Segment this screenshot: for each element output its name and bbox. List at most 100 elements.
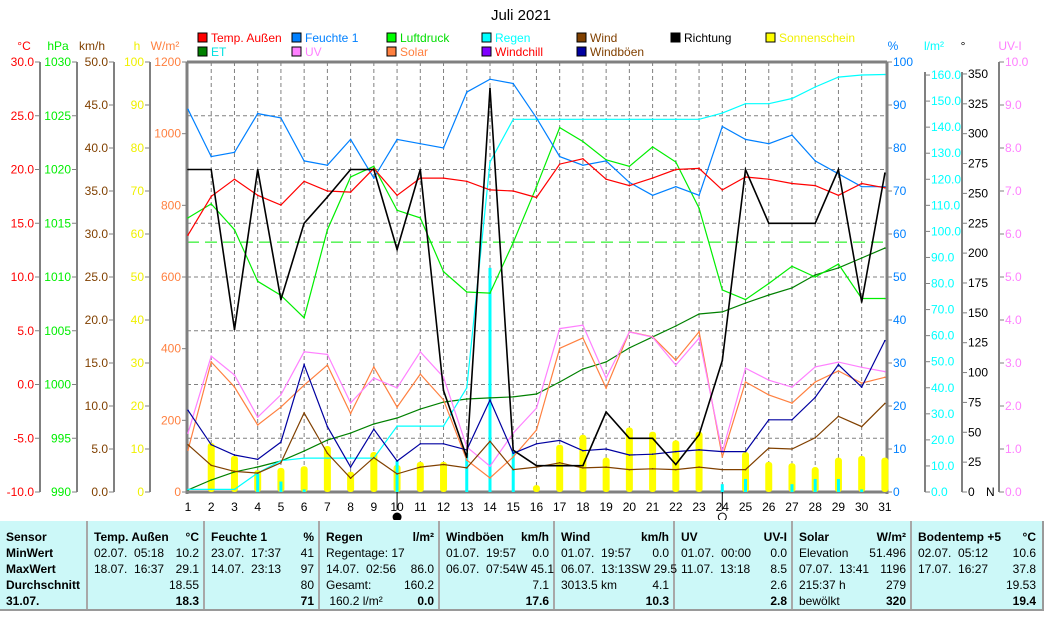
legend-label: Feuchte 1: [305, 31, 359, 45]
data-point: [558, 347, 561, 350]
data-point: [326, 364, 329, 366]
axis-unit: hPa: [47, 39, 69, 53]
data-point: [628, 184, 631, 187]
x-tick-label: 8: [347, 500, 354, 514]
stats-row: Regentage: 17: [326, 545, 434, 561]
data-point: [744, 381, 747, 383]
axis-tick-label: 990: [51, 485, 71, 499]
data-point: [256, 458, 259, 461]
stats-row: 215:37 h 279: [799, 577, 906, 593]
data-point: [373, 377, 375, 379]
sunshine-bar: [532, 485, 540, 492]
axis-tick-label: 70.0: [931, 303, 955, 317]
data-point: [558, 461, 561, 464]
data-point: [767, 282, 770, 285]
data-point: [210, 443, 213, 446]
stats-cell-value: 19.53: [1005, 578, 1036, 592]
data-point: [837, 363, 840, 366]
data-point: [442, 376, 445, 378]
axis-tick-label: 40.0: [85, 141, 109, 155]
data-point: [280, 461, 282, 464]
data-point: [605, 361, 607, 363]
data-point: [675, 468, 677, 471]
data-point: [535, 393, 538, 395]
column-name: Temp. Außen: [94, 530, 169, 544]
data-point: [628, 454, 631, 456]
data-point: [605, 411, 607, 413]
stats-row: Gesamt: 160.2: [326, 577, 434, 593]
data-point: [233, 386, 236, 388]
data-point: [233, 151, 236, 154]
data-point: [767, 394, 770, 396]
stats-cell-value: 8.5: [770, 562, 787, 576]
data-point: [791, 402, 793, 404]
data-point: [465, 398, 468, 400]
stats-cell-value: 71: [300, 594, 314, 608]
data-point: [698, 118, 700, 121]
data-point: [280, 406, 282, 408]
data-point: [373, 428, 375, 431]
sunshine-bar: [440, 461, 448, 492]
axis-tick-label: 995: [51, 431, 71, 445]
legend-item: Feuchte 1: [291, 31, 359, 45]
data-point: [628, 437, 631, 440]
stats-cell-value: 97: [300, 562, 314, 576]
stats-row: 17.6: [446, 593, 549, 609]
legend-swatch: [386, 32, 397, 43]
x-tick-label: 22: [669, 500, 683, 514]
x-tick-label: 23: [692, 500, 706, 514]
stats-row: 01.07. 19:57 0.0: [446, 545, 549, 561]
row-label: MaxWert: [6, 562, 56, 576]
data-point: [558, 126, 561, 129]
data-point: [791, 418, 793, 421]
data-point: [767, 102, 770, 105]
legend-label: ET: [211, 45, 227, 59]
data-point: [837, 415, 840, 418]
data-point: [860, 182, 863, 185]
stats-cell-label: 23.07. 17:37: [211, 546, 282, 560]
x-tick-label: 18: [576, 500, 590, 514]
stats-row: 06.07. 13:13 SW 29.5: [561, 561, 677, 577]
data-point: [837, 370, 840, 372]
axis-tick-label: 80: [893, 141, 907, 155]
axis-tick-label: 125: [968, 336, 988, 350]
stats-cell-label: 07.07. 13:41: [799, 562, 870, 576]
x-tick-label: 13: [460, 500, 474, 514]
stats-row: 71: [211, 593, 314, 609]
stats-row: 80: [211, 577, 314, 593]
data-point: [187, 449, 189, 451]
stats-cell-label: 215:37 h: [799, 578, 846, 592]
data-point: [698, 466, 700, 468]
grid: [185, 60, 889, 494]
sunshine-bar: [602, 457, 610, 492]
axis-tick-label: 50: [893, 270, 907, 284]
sunshine-bar: [300, 466, 308, 492]
data-point: [558, 464, 561, 467]
column-unit: W/m²: [876, 530, 906, 544]
axis-wind: km/h 50.0 45.0 40.0 35.0 30.0 25.0 20.0 15.0 10.0…: [79, 39, 115, 499]
data-point: [860, 257, 863, 259]
data-point: [256, 472, 259, 474]
data-point: [535, 429, 538, 431]
axis-tick-label: 0.0: [17, 378, 34, 392]
stats-row: 11.07. 13:18 8.5: [681, 561, 787, 577]
data-point: [419, 466, 422, 468]
axis-tick-label: 2.0: [1005, 399, 1022, 413]
data-point: [303, 351, 305, 353]
axis-tick-label: 70: [893, 184, 907, 198]
stats-row: 18.07. 16:37 29.1: [94, 561, 199, 577]
data-point: [303, 317, 305, 319]
data-point: [721, 125, 724, 128]
series-uv: [187, 324, 886, 468]
x-tick-label: 3: [231, 500, 238, 514]
legend-item: Richtung: [670, 31, 731, 45]
series-wind: [187, 402, 886, 480]
data-point: [814, 160, 817, 162]
axis-tick-label: 110.0: [931, 198, 960, 212]
stats-cell-value: 1196: [880, 562, 906, 576]
stats-row: 7.1: [446, 577, 549, 593]
axis-tick-label: 10.0: [1005, 55, 1029, 69]
stats-cell-label: 01.07. 19:57: [446, 546, 517, 560]
data-point: [326, 196, 329, 198]
data-point: [582, 157, 584, 160]
